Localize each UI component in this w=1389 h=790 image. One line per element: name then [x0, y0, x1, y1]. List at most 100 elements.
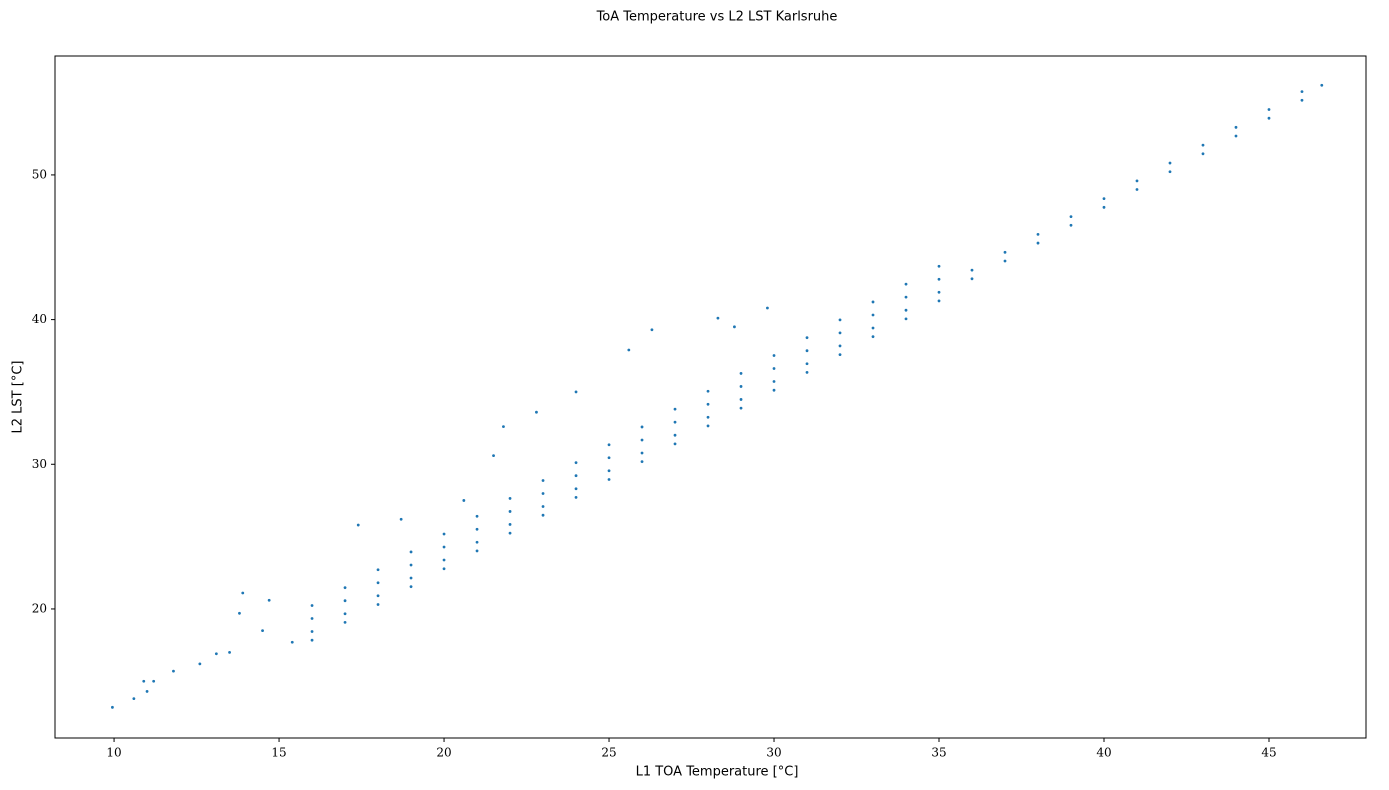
point — [132, 697, 136, 701]
y-axis-label: L2 LST [°C] — [11, 361, 26, 434]
point — [1069, 223, 1073, 227]
point — [706, 389, 710, 393]
point — [343, 621, 347, 624]
point — [310, 630, 314, 633]
point — [627, 348, 631, 352]
point — [1102, 205, 1106, 209]
point — [376, 581, 380, 585]
point — [343, 612, 347, 616]
point — [409, 563, 413, 567]
point — [310, 638, 314, 642]
y-tick-label: 40 — [32, 312, 47, 326]
point — [904, 295, 908, 299]
point — [475, 540, 479, 544]
point — [442, 532, 446, 536]
y-tick-label: 20 — [32, 601, 47, 615]
point — [640, 425, 644, 429]
point — [640, 460, 644, 464]
point — [904, 317, 908, 321]
point — [241, 591, 245, 595]
point — [937, 290, 941, 294]
point — [650, 328, 654, 332]
point — [492, 454, 495, 457]
point — [772, 354, 776, 357]
point — [541, 513, 545, 517]
x-tick-label: 40 — [1096, 746, 1111, 760]
point — [502, 425, 505, 429]
y-tick-label: 30 — [32, 457, 47, 471]
point — [409, 576, 413, 580]
point — [739, 398, 743, 401]
point — [376, 603, 380, 606]
x-tick-label: 25 — [601, 746, 616, 760]
point — [937, 299, 941, 303]
point — [574, 487, 578, 491]
chart-title: ToA Temperature vs L2 LST Karlsruhe — [596, 10, 838, 25]
point — [462, 499, 466, 502]
x-tick-label: 20 — [436, 746, 451, 760]
point — [706, 415, 710, 419]
point — [871, 335, 875, 339]
point — [535, 410, 538, 414]
point — [376, 594, 380, 598]
point — [541, 492, 545, 495]
point — [766, 306, 769, 310]
point — [673, 407, 677, 411]
plot-frame — [54, 55, 1367, 739]
point — [541, 479, 545, 482]
point — [904, 282, 908, 286]
point — [574, 474, 578, 478]
point — [574, 461, 578, 465]
point — [508, 523, 512, 526]
point — [1036, 241, 1040, 245]
point — [673, 433, 677, 437]
point — [152, 679, 156, 683]
point — [937, 264, 941, 268]
point — [805, 371, 809, 374]
point — [198, 662, 202, 666]
point — [290, 640, 294, 644]
point — [805, 336, 809, 340]
point — [541, 505, 545, 508]
point — [1300, 98, 1304, 102]
point — [1234, 125, 1238, 129]
point — [937, 277, 941, 281]
point — [673, 442, 677, 446]
point — [607, 456, 611, 460]
point — [310, 604, 314, 607]
point — [733, 325, 736, 329]
point — [343, 586, 347, 590]
point — [706, 402, 710, 406]
point — [111, 705, 114, 709]
point — [871, 326, 875, 330]
point — [214, 652, 218, 656]
point — [1069, 215, 1073, 218]
point — [970, 277, 974, 281]
point — [739, 406, 743, 410]
point — [716, 316, 720, 320]
point — [607, 443, 611, 447]
point — [145, 690, 149, 693]
point — [1320, 83, 1324, 87]
point — [1135, 188, 1139, 191]
point — [739, 372, 743, 375]
point — [508, 497, 512, 500]
point — [409, 585, 413, 589]
point — [261, 629, 264, 633]
point — [399, 517, 403, 521]
point — [805, 349, 809, 353]
x-tick-label: 15 — [271, 746, 286, 760]
point — [1135, 179, 1139, 183]
point — [1234, 134, 1238, 138]
point — [475, 549, 479, 553]
point — [805, 362, 809, 366]
point — [871, 300, 875, 304]
point — [970, 268, 974, 272]
point — [442, 545, 446, 549]
point — [475, 514, 479, 518]
point — [640, 438, 644, 442]
point — [172, 669, 175, 673]
point — [574, 496, 578, 499]
point — [356, 523, 360, 527]
